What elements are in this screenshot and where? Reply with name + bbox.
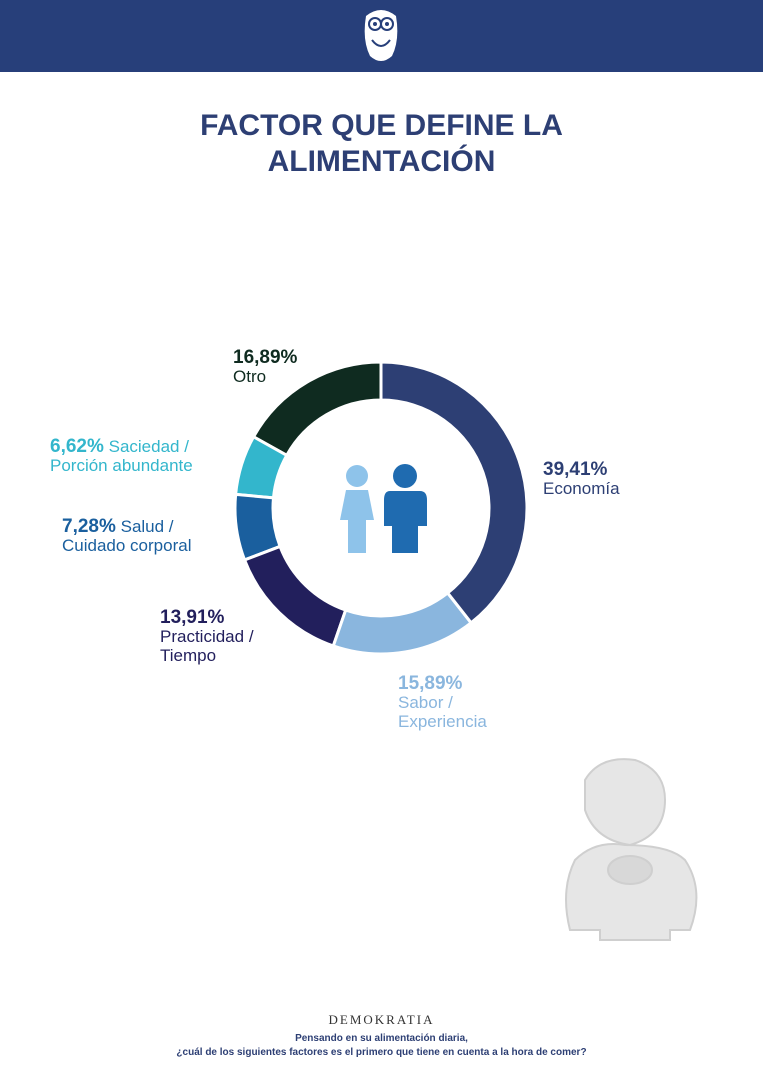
segment-label: 39,41% Economía — [543, 460, 663, 498]
logo — [364, 10, 398, 61]
category-label: Otro — [233, 367, 267, 386]
question: Pensando en su alimentación diaria, — [295, 1033, 468, 1044]
value-label: 16,89% — [233, 347, 298, 368]
donut-segment — [233, 492, 283, 562]
category-label: Saciedad / Porción abundante — [50, 437, 193, 475]
donut-segment — [234, 434, 289, 500]
title-wrap: FACTOR QUE DEFINE LA ALIMENTACIÓN — [0, 108, 763, 180]
segment-label: 15,89% Sabor / Experiencia — [398, 674, 508, 731]
category-label: Economía — [543, 479, 620, 498]
segment-label: 7,28% Salud / Cuidado corporal — [62, 517, 237, 555]
top-bar — [0, 0, 763, 72]
category-label: Sabor / Experiencia — [398, 693, 487, 731]
category-label: Salud / Cuidado corporal — [62, 517, 192, 555]
chart — [233, 360, 698, 941]
donut-segment — [331, 590, 474, 656]
value-label: 13,91% — [160, 607, 225, 628]
donut-segment — [242, 544, 348, 648]
chart-title: FACTOR QUE DEFINE LA ALIMENTACIÓN — [200, 109, 563, 178]
value-label: 39,41% — [543, 459, 608, 480]
segment-label: 6,62% Saciedad / Porción abundante — [50, 437, 235, 475]
value-label: 6,62% — [50, 436, 104, 457]
people-icon — [340, 464, 427, 553]
brand: DEMOKRATIA — [328, 1012, 435, 1027]
person-illustration — [565, 758, 698, 941]
value-label: 7,28% — [62, 516, 116, 537]
question: ¿cuál de los siguientes factores es el p… — [176, 1047, 587, 1058]
segment-label: 16,89% Otro — [233, 348, 343, 386]
donut-segment — [379, 360, 529, 625]
value-label: 15,89% — [398, 673, 463, 694]
category-label: Practicidad / Tiempo — [160, 627, 254, 665]
segment-label: 13,91% Practicidad / Tiempo — [160, 608, 285, 665]
